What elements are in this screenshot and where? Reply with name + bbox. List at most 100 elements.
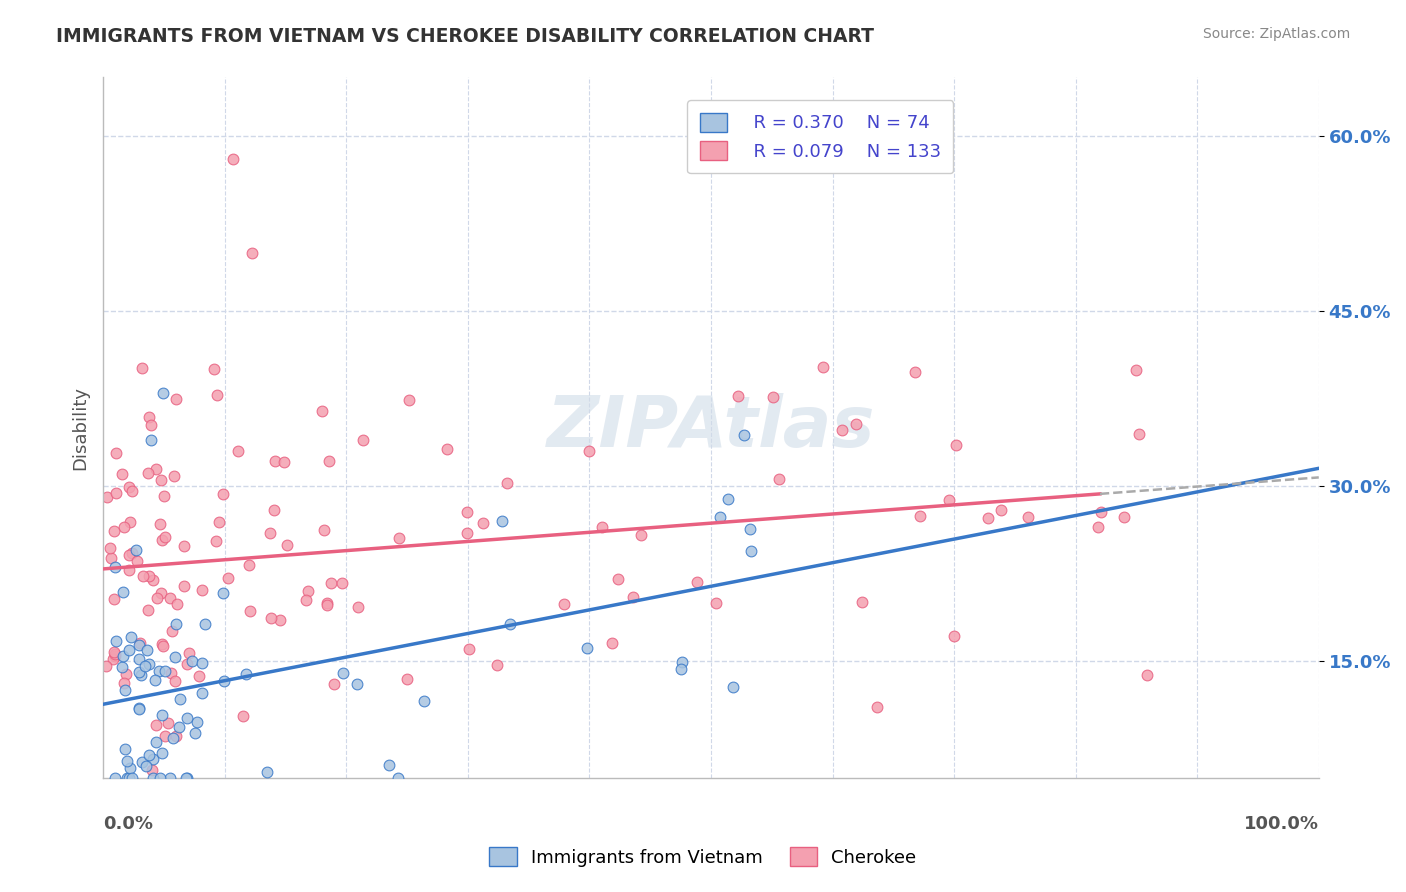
Point [152, 385, 174, 400]
Point [346, 676, 368, 690]
Point [149, 516, 172, 531]
Point [491, 514, 513, 528]
Point [191, 656, 214, 670]
Point [221, 152, 243, 166]
Point [315, 596, 337, 610]
Point [138, 569, 160, 583]
Point [226, 444, 249, 458]
Point [148, 665, 170, 679]
Point [398, 393, 420, 408]
Point [413, 694, 436, 708]
Point [239, 604, 262, 618]
Point [111, 467, 134, 481]
Point [1112, 510, 1135, 524]
Text: ZIPAtlas: ZIPAtlas [547, 393, 875, 462]
Point [575, 640, 598, 655]
Point [139, 417, 162, 432]
Point [352, 433, 374, 447]
Point [740, 544, 762, 558]
Point [269, 613, 291, 627]
Point [167, 720, 190, 734]
Point [938, 493, 960, 508]
Point [131, 756, 153, 770]
Point [125, 554, 148, 568]
Point [315, 598, 337, 612]
Point [181, 654, 204, 668]
Point [762, 390, 785, 404]
Point [273, 455, 295, 469]
Point [104, 771, 127, 785]
Point [471, 516, 494, 530]
Point [118, 549, 141, 563]
Point [811, 360, 834, 375]
Point [630, 528, 652, 542]
Point [173, 539, 195, 553]
Point [733, 428, 755, 442]
Point [166, 597, 188, 611]
Point [155, 530, 177, 544]
Point [607, 572, 630, 586]
Point [176, 657, 198, 671]
Point [120, 631, 142, 645]
Point [117, 642, 139, 657]
Point [111, 648, 134, 663]
Point [212, 586, 235, 600]
Point [717, 491, 740, 506]
Point [235, 667, 257, 681]
Text: IMMIGRANTS FROM VIETNAM VS CHEROKEE DISABILITY CORRELATION CHART: IMMIGRANTS FROM VIETNAM VS CHEROKEE DISA… [56, 27, 875, 45]
Point [105, 486, 128, 500]
Point [118, 480, 141, 494]
Point [294, 593, 316, 607]
Point [396, 672, 419, 686]
Point [111, 660, 134, 674]
Point [621, 591, 644, 605]
Point [145, 718, 167, 732]
Point [591, 520, 613, 534]
Point [184, 726, 207, 740]
Point [263, 503, 285, 517]
Point [104, 559, 127, 574]
Point [186, 714, 208, 729]
Point [297, 583, 319, 598]
Point [165, 729, 187, 743]
Point [866, 699, 889, 714]
Point [204, 533, 226, 548]
Point [202, 362, 225, 376]
Point [174, 771, 197, 785]
Text: 0.0%: 0.0% [103, 815, 153, 833]
Point [104, 446, 127, 460]
Point [159, 666, 181, 681]
Point [319, 576, 342, 591]
Point [436, 442, 458, 457]
Point [98, 541, 121, 556]
Point [104, 647, 127, 661]
Point [312, 523, 335, 537]
Point [145, 734, 167, 748]
Point [212, 673, 235, 688]
Point [150, 473, 173, 487]
Point [112, 520, 135, 534]
Point [165, 392, 187, 406]
Point [458, 642, 481, 657]
Point [208, 515, 231, 529]
Point [388, 532, 411, 546]
Point [139, 433, 162, 447]
Point [238, 558, 260, 573]
Point [112, 676, 135, 690]
Point [142, 573, 165, 587]
Point [499, 617, 522, 632]
Point [709, 509, 731, 524]
Point [128, 701, 150, 715]
Point [456, 505, 478, 519]
Point [135, 759, 157, 773]
Legend: Immigrants from Vietnam, Cherokee: Immigrants from Vietnam, Cherokee [482, 840, 924, 874]
Point [105, 633, 128, 648]
Point [159, 591, 181, 605]
Point [346, 599, 368, 614]
Point [177, 646, 200, 660]
Point [904, 365, 927, 379]
Point [118, 563, 141, 577]
Text: 100.0%: 100.0% [1244, 815, 1319, 833]
Point [121, 545, 143, 559]
Point [153, 664, 176, 678]
